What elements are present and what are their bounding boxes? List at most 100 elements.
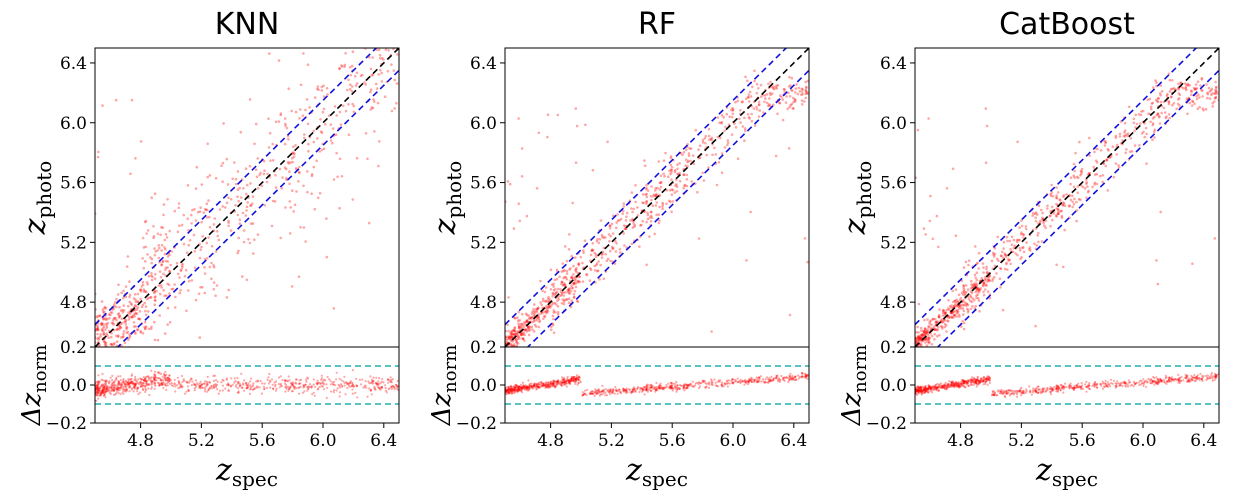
residual-point xyxy=(274,385,277,388)
residual-point xyxy=(316,388,319,391)
residual-point xyxy=(628,388,632,391)
residual-point xyxy=(509,388,512,391)
data-point xyxy=(104,341,107,345)
residual-point xyxy=(519,389,522,392)
residual-point xyxy=(101,372,104,375)
residual-point xyxy=(770,375,773,378)
residual-point xyxy=(788,376,791,379)
data-point xyxy=(100,323,103,326)
data-point xyxy=(926,328,930,331)
residual-point xyxy=(384,386,387,390)
residual-point xyxy=(200,383,203,386)
residual-point xyxy=(508,390,511,393)
data-point xyxy=(227,219,230,223)
residual-point xyxy=(518,388,521,391)
residual-point xyxy=(964,382,967,385)
residual-point xyxy=(793,379,797,382)
residual-point xyxy=(107,381,110,384)
residual-point xyxy=(625,387,628,390)
data-point xyxy=(151,275,154,279)
data-point xyxy=(523,339,526,342)
data-point xyxy=(947,308,951,312)
residual-point xyxy=(510,389,513,392)
data-point xyxy=(667,175,670,178)
residual-point xyxy=(293,387,296,390)
residual-point xyxy=(565,385,568,388)
data-point xyxy=(252,252,255,255)
residual-point xyxy=(98,394,101,397)
y-axis-main: z xyxy=(428,218,463,235)
data-point xyxy=(993,275,996,279)
residual-point xyxy=(145,380,148,383)
data-point xyxy=(970,279,973,283)
data-point xyxy=(598,238,602,241)
data-point xyxy=(1213,92,1216,95)
data-point xyxy=(952,300,955,304)
data-point xyxy=(378,140,381,143)
residual-point xyxy=(1057,385,1060,388)
residual-point xyxy=(162,386,165,390)
data-point xyxy=(1010,235,1014,239)
data-point xyxy=(560,291,564,295)
data-point xyxy=(1207,86,1211,90)
data-point xyxy=(682,173,686,176)
data-point xyxy=(1031,214,1034,217)
residual-point xyxy=(609,388,612,391)
residual-point xyxy=(289,382,292,385)
residual-point xyxy=(1214,376,1217,379)
data-point xyxy=(168,253,171,256)
residual-point xyxy=(746,383,750,386)
data-point xyxy=(574,285,578,289)
residual-point xyxy=(243,389,246,392)
data-point xyxy=(632,207,635,211)
data-point xyxy=(917,339,921,342)
residual-point xyxy=(206,383,209,386)
data-point xyxy=(1087,189,1090,193)
residual-point xyxy=(153,377,156,380)
residual-point xyxy=(516,391,519,394)
residual-point xyxy=(128,379,131,382)
residual-point xyxy=(311,393,314,396)
residual-point xyxy=(287,387,290,390)
data-point xyxy=(571,201,574,205)
data-point xyxy=(630,242,634,246)
residual-point xyxy=(662,388,665,391)
residual-point xyxy=(110,386,113,389)
y-axis-sub: photo xyxy=(442,161,466,219)
residual-point xyxy=(335,378,338,381)
data-point xyxy=(122,289,125,293)
residual-point xyxy=(349,380,352,383)
data-point xyxy=(105,324,109,327)
residual-point xyxy=(935,387,938,390)
data-point xyxy=(115,305,118,309)
data-point xyxy=(785,95,788,98)
residual-point xyxy=(105,383,108,386)
data-point xyxy=(130,315,133,319)
residual-point xyxy=(552,380,555,383)
data-point xyxy=(199,206,202,209)
data-point xyxy=(936,320,939,323)
data-point xyxy=(916,336,920,340)
data-point xyxy=(508,182,512,186)
residual-point xyxy=(700,382,703,385)
data-point xyxy=(525,320,528,323)
data-point xyxy=(976,293,979,296)
residual-point xyxy=(167,377,170,380)
residual-point xyxy=(794,375,797,378)
data-point xyxy=(955,309,958,312)
residual-point xyxy=(124,383,127,386)
residual-point xyxy=(517,387,520,390)
residual-point xyxy=(117,382,121,385)
data-point xyxy=(519,333,523,336)
data-point xyxy=(570,284,573,287)
residual-point xyxy=(607,391,611,394)
data-point xyxy=(953,304,956,307)
data-point xyxy=(1130,150,1134,153)
residual-point xyxy=(157,377,160,380)
residual-point xyxy=(924,389,927,392)
residual-point xyxy=(1155,382,1158,385)
residual-point xyxy=(525,387,528,390)
residual-point xyxy=(263,387,266,390)
residual-point xyxy=(255,386,258,389)
data-point xyxy=(546,135,549,139)
